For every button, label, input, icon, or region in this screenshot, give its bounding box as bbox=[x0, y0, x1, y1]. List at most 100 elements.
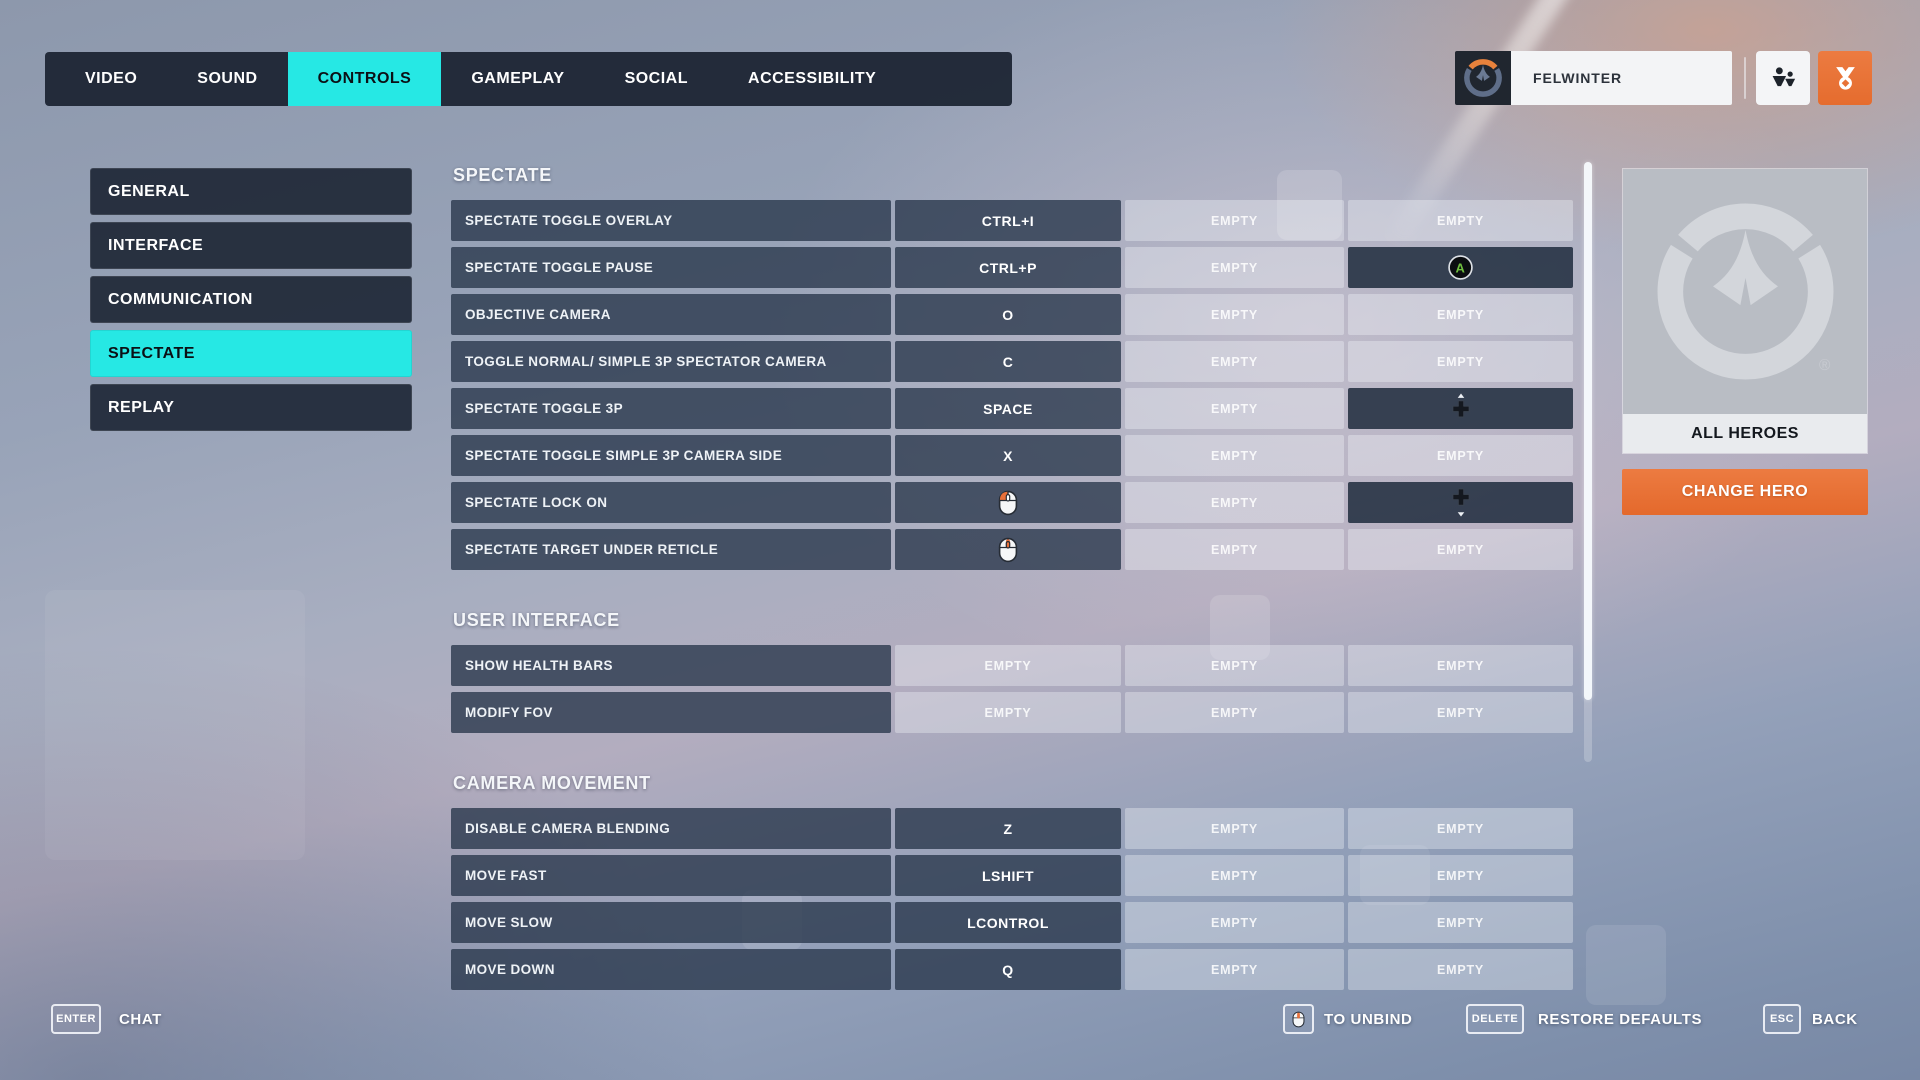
challenges-button[interactable] bbox=[1818, 51, 1872, 105]
binding-row: TOGGLE NORMAL/ SIMPLE 3P SPECTATOR CAMER… bbox=[451, 341, 1573, 382]
sidebar-item-general[interactable]: GENERAL bbox=[90, 168, 412, 215]
social-groups-icon bbox=[1772, 66, 1795, 86]
back-label[interactable]: BACK bbox=[1812, 1010, 1858, 1028]
binding-keyboard[interactable]: EMPTY bbox=[895, 645, 1121, 686]
svg-text:®: ® bbox=[1818, 357, 1830, 374]
binding-row: SPECTATE TARGET UNDER RETICLE EMPTY EMPT… bbox=[451, 529, 1573, 570]
binding-slot-2[interactable]: EMPTY bbox=[1125, 902, 1344, 943]
binding-keyboard[interactable]: C bbox=[895, 341, 1121, 382]
binding-slot-2[interactable]: EMPTY bbox=[1125, 645, 1344, 686]
action-label[interactable]: MOVE FAST bbox=[451, 855, 891, 896]
binding-slot-3[interactable]: EMPTY bbox=[1348, 294, 1573, 335]
binding-slot-3[interactable]: EMPTY bbox=[1348, 855, 1573, 896]
tab-controls[interactable]: CONTROLS bbox=[287, 52, 442, 106]
to-unbind-label: TO UNBIND bbox=[1324, 1010, 1413, 1028]
sidebar-item-communication[interactable]: COMMUNICATION bbox=[90, 276, 412, 323]
sidebar-item-interface[interactable]: INTERFACE bbox=[90, 222, 412, 269]
social-groups-button[interactable] bbox=[1756, 51, 1810, 105]
binding-slot-3[interactable]: EMPTY bbox=[1348, 808, 1573, 849]
action-label[interactable]: SPECTATE TARGET UNDER RETICLE bbox=[451, 529, 891, 570]
action-label[interactable]: MODIFY FOV bbox=[451, 692, 891, 733]
binding-keyboard[interactable]: LSHIFT bbox=[895, 855, 1121, 896]
tab-video[interactable]: VIDEO bbox=[85, 70, 138, 87]
tab-social[interactable]: SOCIAL bbox=[624, 70, 689, 87]
binding-keyboard[interactable]: Z bbox=[895, 808, 1121, 849]
svg-text:A: A bbox=[1456, 260, 1466, 275]
binding-row: OBJECTIVE CAMERA O EMPTY EMPTY bbox=[451, 294, 1573, 335]
binding-slot-2[interactable]: EMPTY bbox=[1125, 341, 1344, 382]
dpad-down-icon bbox=[1451, 488, 1470, 517]
action-label[interactable]: SPECTATE TOGGLE PAUSE bbox=[451, 247, 891, 288]
sidebar-item-spectate[interactable]: SPECTATE bbox=[90, 330, 412, 377]
binding-slot-3[interactable]: EMPTY bbox=[1348, 692, 1573, 733]
action-label[interactable]: SPECTATE TOGGLE 3P bbox=[451, 388, 891, 429]
action-label[interactable]: TOGGLE NORMAL/ SIMPLE 3P SPECTATOR CAMER… bbox=[451, 341, 891, 382]
binding-controller[interactable] bbox=[1348, 388, 1573, 429]
binding-controller[interactable]: A bbox=[1348, 247, 1573, 288]
delete-key-hint: DELETE bbox=[1466, 1004, 1524, 1034]
binding-controller[interactable] bbox=[1348, 482, 1573, 523]
binding-keyboard[interactable]: CTRL+P bbox=[895, 247, 1121, 288]
binding-keyboard[interactable]: LCONTROL bbox=[895, 902, 1121, 943]
action-label[interactable]: MOVE DOWN bbox=[451, 949, 891, 990]
binding-slot-2[interactable]: EMPTY bbox=[1125, 482, 1344, 523]
binding-slot-2[interactable]: EMPTY bbox=[1125, 949, 1344, 990]
player-name[interactable]: FELWINTER bbox=[1511, 51, 1732, 105]
action-label[interactable]: SPECTATE LOCK ON bbox=[451, 482, 891, 523]
challenges-medal-icon bbox=[1835, 66, 1855, 90]
binding-slot-3[interactable]: EMPTY bbox=[1348, 645, 1573, 686]
action-label[interactable]: SPECTATE TOGGLE SIMPLE 3P CAMERA SIDE bbox=[451, 435, 891, 476]
binding-slot-2[interactable]: EMPTY bbox=[1125, 247, 1344, 288]
binding-row: SHOW HEALTH BARS EMPTY EMPTY EMPTY bbox=[451, 645, 1573, 686]
binding-keyboard[interactable]: SPACE bbox=[895, 388, 1121, 429]
action-label[interactable]: SPECTATE TOGGLE OVERLAY bbox=[451, 200, 891, 241]
player-avatar[interactable] bbox=[1455, 51, 1511, 105]
restore-defaults-label[interactable]: RESTORE DEFAULTS bbox=[1538, 1010, 1703, 1028]
mouse-unbind-hint bbox=[1283, 1004, 1314, 1034]
tab-gameplay[interactable]: GAMEPLAY bbox=[471, 70, 565, 87]
binding-keyboard[interactable]: EMPTY bbox=[895, 692, 1121, 733]
binding-slot-3[interactable]: EMPTY bbox=[1348, 949, 1573, 990]
background-blob bbox=[45, 590, 305, 860]
binding-keyboard[interactable]: Q bbox=[895, 949, 1121, 990]
action-label[interactable]: MOVE SLOW bbox=[451, 902, 891, 943]
binding-row: MOVE SLOW LCONTROL EMPTY EMPTY bbox=[451, 902, 1573, 943]
sidebar-item-replay[interactable]: REPLAY bbox=[90, 384, 412, 431]
binding-slot-2[interactable]: EMPTY bbox=[1125, 388, 1344, 429]
tab-sound[interactable]: SOUND bbox=[197, 70, 258, 87]
binding-slot-2[interactable]: EMPTY bbox=[1125, 435, 1344, 476]
binding-slot-3[interactable]: EMPTY bbox=[1348, 341, 1573, 382]
binding-row: SPECTATE TOGGLE SIMPLE 3P CAMERA SIDE X … bbox=[451, 435, 1573, 476]
binding-slot-3[interactable]: EMPTY bbox=[1348, 200, 1573, 241]
action-label[interactable]: DISABLE CAMERA BLENDING bbox=[451, 808, 891, 849]
binding-slot-2[interactable]: EMPTY bbox=[1125, 692, 1344, 733]
action-label[interactable]: SHOW HEALTH BARS bbox=[451, 645, 891, 686]
binding-slot-2[interactable]: EMPTY bbox=[1125, 294, 1344, 335]
change-hero-button[interactable]: CHANGE HERO bbox=[1622, 469, 1868, 515]
section-title: USER INTERFACE bbox=[453, 610, 620, 630]
section-user-interface: USER INTERFACE SHOW HEALTH BARS EMPTY EM… bbox=[451, 610, 1573, 733]
binding-slot-2[interactable]: EMPTY bbox=[1125, 200, 1344, 241]
binding-keyboard[interactable]: CTRL+I bbox=[895, 200, 1121, 241]
binding-mouse[interactable] bbox=[895, 482, 1121, 523]
binding-slot-3[interactable]: EMPTY bbox=[1348, 902, 1573, 943]
divider bbox=[1744, 57, 1746, 99]
scrollbar-thumb[interactable] bbox=[1584, 162, 1592, 700]
binding-slot-2[interactable]: EMPTY bbox=[1125, 808, 1344, 849]
mouse-middle-click-icon bbox=[1292, 1011, 1305, 1027]
binding-slot-2[interactable]: EMPTY bbox=[1125, 855, 1344, 896]
binding-slot-3[interactable]: EMPTY bbox=[1348, 529, 1573, 570]
binding-slot-3[interactable]: EMPTY bbox=[1348, 435, 1573, 476]
hero-name: ALL HEROES bbox=[1623, 414, 1867, 453]
tab-accessibility[interactable]: ACCESSIBILITY bbox=[748, 70, 877, 87]
section-spectate: SPECTATE SPECTATE TOGGLE OVERLAY CTRL+I … bbox=[451, 165, 1573, 570]
overwatch-logo-icon bbox=[1464, 59, 1502, 97]
binding-keyboard[interactable]: O bbox=[895, 294, 1121, 335]
action-label[interactable]: OBJECTIVE CAMERA bbox=[451, 294, 891, 335]
binding-mouse[interactable] bbox=[895, 529, 1121, 570]
binding-keyboard[interactable]: X bbox=[895, 435, 1121, 476]
chat-label[interactable]: CHAT bbox=[119, 1010, 162, 1028]
binding-slot-2[interactable]: EMPTY bbox=[1125, 529, 1344, 570]
keybindings-panel: SPECTATE SPECTATE TOGGLE OVERLAY CTRL+I … bbox=[451, 165, 1573, 990]
